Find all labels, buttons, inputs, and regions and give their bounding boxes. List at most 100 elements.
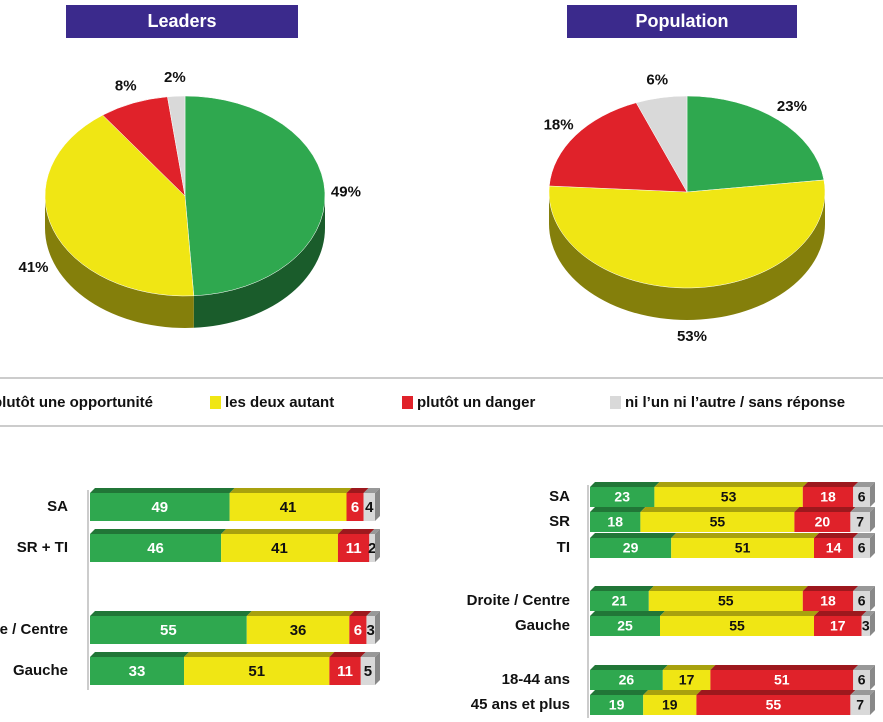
pie-label: 49% (331, 183, 361, 200)
bar-top (363, 488, 380, 493)
bar-end (375, 611, 380, 644)
bar-value: 26 (619, 672, 635, 688)
legend-label: les deux autant (225, 394, 334, 411)
bar-segment (640, 512, 795, 532)
bar-segment (853, 670, 870, 690)
bar-segment (590, 616, 660, 636)
pie-slice (548, 179, 826, 289)
bar-end (375, 488, 380, 521)
pie-slice (184, 95, 326, 297)
bar-top (360, 652, 380, 657)
bar-value: 19 (662, 697, 678, 713)
bar-top (648, 586, 808, 591)
bar-value: 55 (718, 593, 734, 609)
bar-value: 14 (826, 540, 842, 556)
title-box (66, 5, 298, 38)
y-tick-label: SR (549, 513, 570, 530)
bar-top (329, 652, 366, 657)
bar-segment (814, 616, 862, 636)
bar-segment (590, 591, 649, 611)
bar-segment (853, 487, 870, 507)
bar-top (710, 665, 859, 670)
bar-value: 51 (774, 672, 790, 688)
pie-label: 53% (677, 328, 707, 345)
pie-slice (686, 95, 825, 193)
bar-end (375, 652, 380, 685)
bar-value: 21 (612, 593, 628, 609)
bar-segment (369, 534, 375, 562)
y-tick-label: Droite / Centre (467, 592, 570, 609)
bar-top (660, 611, 819, 616)
bar-segment (814, 538, 854, 558)
bar-top (794, 507, 856, 512)
bar-value: 41 (271, 540, 288, 557)
bar-segment (590, 670, 663, 690)
bar-value: 55 (729, 618, 745, 634)
bar-segment (648, 591, 803, 611)
bar-top (643, 690, 702, 695)
bar-value: 29 (623, 540, 639, 556)
bar-segment (861, 616, 870, 636)
bar-top (590, 586, 654, 591)
pie-label: 8% (115, 77, 137, 94)
bar-end (870, 611, 875, 636)
bar-value: 6 (858, 593, 866, 609)
bar-segment (329, 657, 361, 685)
bar-value: 18 (820, 593, 836, 609)
chart-title: Population (636, 11, 729, 31)
bar-top (349, 611, 372, 616)
bar-top (369, 529, 380, 534)
bar-segment (802, 487, 854, 507)
chart-title: Leaders (147, 11, 216, 31)
y-tick-label: SA (47, 498, 68, 515)
bar-top (802, 482, 859, 487)
bar-top (346, 488, 369, 493)
bar-top (90, 611, 252, 616)
bar-value: 51 (248, 663, 265, 680)
bar-segment (853, 591, 870, 611)
legend-label: plutôt un danger (417, 394, 535, 411)
bar-top (853, 533, 875, 538)
bar-top (590, 665, 668, 670)
bar-top (90, 652, 190, 657)
bar-top (221, 529, 343, 534)
pie-slice (44, 114, 195, 297)
bar-top (853, 586, 875, 591)
bar-top (590, 507, 646, 512)
bar-segment (229, 493, 347, 521)
legend-label: plutôt une opportunité (0, 394, 153, 411)
bar-top (229, 488, 352, 493)
bar-top (184, 652, 335, 657)
bar-value: 17 (830, 618, 846, 634)
pie-label: 2% (164, 69, 186, 86)
bar-value: 20 (815, 514, 831, 530)
bar-segment (90, 616, 247, 644)
bar-top (814, 533, 859, 538)
bar-segment (660, 616, 814, 636)
legend-swatch (610, 396, 621, 409)
pie-side (193, 196, 325, 328)
bar-value: 25 (617, 618, 633, 634)
bar-value: 4 (365, 499, 374, 516)
bar-value: 7 (856, 697, 864, 713)
bar-segment (90, 493, 230, 521)
bar-top (696, 690, 856, 695)
bar-value: 23 (614, 489, 630, 505)
pie-slice (548, 102, 688, 193)
bar-segment (337, 534, 370, 562)
bar-value: 51 (735, 540, 751, 556)
bar-value: 6 (858, 489, 866, 505)
bar-segment (246, 616, 350, 644)
bar-top (802, 586, 859, 591)
bar-segment (696, 695, 851, 715)
y-tick-label: Droite / Centre (0, 621, 68, 638)
title-box (567, 5, 797, 38)
bar-top (90, 488, 235, 493)
bar-top (640, 507, 800, 512)
bar-value: 18 (820, 489, 836, 505)
y-tick-label: SA (549, 488, 570, 505)
bar-segment (853, 538, 870, 558)
bar-segment (349, 616, 367, 644)
bar-segment (710, 670, 854, 690)
